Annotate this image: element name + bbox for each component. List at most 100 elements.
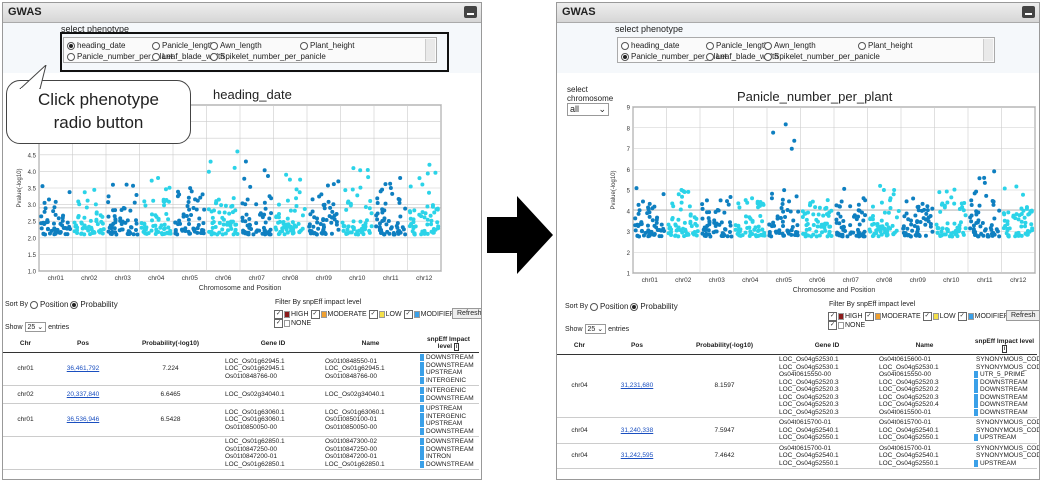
data-point: [177, 218, 182, 223]
checkbox[interactable]: ✓: [828, 312, 837, 321]
column-header-pos[interactable]: Pos: [602, 336, 672, 355]
position-link[interactable]: 20,337,840: [66, 390, 100, 398]
sort-probability-radio[interactable]: Probability: [70, 300, 118, 309]
column-header-prob[interactable]: Probability(-log10): [672, 336, 777, 355]
radio-plant-height[interactable]: Plant_height: [858, 41, 912, 50]
checkbox[interactable]: ✓: [368, 310, 378, 319]
sort-probability-radio[interactable]: Probability: [630, 302, 678, 311]
data-point: [743, 230, 748, 235]
impact-color-bar: [420, 376, 424, 384]
data-point: [52, 205, 57, 210]
checkbox[interactable]: ✓: [310, 310, 320, 319]
scrollbar[interactable]: [425, 39, 435, 61]
checkbox[interactable]: ✓: [922, 312, 932, 321]
position-link[interactable]: 31,231,680: [620, 382, 654, 390]
refresh-button[interactable]: Refresh: [1006, 310, 1039, 321]
impact-filter-modifier[interactable]: ✓ MODIFIER: [957, 312, 1009, 321]
minimize-button[interactable]: [1022, 6, 1035, 18]
refresh-button[interactable]: Refresh: [452, 308, 481, 319]
data-point: [193, 197, 198, 202]
data-point: [407, 209, 412, 214]
column-header-gene[interactable]: Gene ID: [777, 336, 877, 355]
sort-position-radio[interactable]: Position: [589, 302, 628, 311]
data-point: [184, 214, 189, 219]
position-link[interactable]: 36,536,946: [66, 416, 100, 424]
pos-cell: 31,240,338: [602, 417, 672, 444]
radio-awn-length[interactable]: Awn_length: [764, 41, 816, 50]
data-point: [908, 234, 913, 239]
info-icon[interactable]: i: [453, 343, 460, 351]
impact-filter-low[interactable]: ✓ LOW: [922, 312, 956, 321]
chromosome-select[interactable]: all ⌄: [567, 103, 609, 116]
radio-dot: [706, 52, 714, 61]
data-point: [976, 234, 981, 239]
app-title: GWAS: [8, 6, 42, 18]
impact-filter-modifier[interactable]: ✓ MODIFIER: [403, 310, 455, 319]
data-point: [380, 210, 385, 215]
gene-cell: Os04t0615700-01 LOC_Os04g52540.1 LOC_Os04g…: [777, 417, 877, 444]
column-header-chr[interactable]: Chr: [3, 334, 48, 353]
radio-spikelet-number[interactable]: Spikelet_number_per_panicle: [764, 52, 880, 61]
radio-leaf-blade-width[interactable]: Leaf_blade_width: [152, 52, 225, 61]
column-header-name[interactable]: Name: [877, 336, 972, 355]
impact-filter-none[interactable]: ✓ NONE: [828, 321, 866, 330]
data-point: [82, 190, 87, 195]
checkbox[interactable]: ✓: [274, 310, 283, 319]
data-point: [952, 187, 957, 192]
data-point: [666, 222, 671, 227]
column-header-pos[interactable]: Pos: [48, 334, 118, 353]
data-point: [42, 200, 47, 205]
y-tick-label: 1.0: [28, 270, 37, 276]
column-header-impact[interactable]: snpEff Impact level i: [418, 334, 479, 353]
radio-panicle-length[interactable]: Panicle_length: [706, 41, 768, 50]
radio-heading-date[interactable]: heading_date: [621, 41, 680, 50]
entries-select[interactable]: 25 ⌄: [584, 324, 607, 334]
column-header-prob[interactable]: Probability(-log10): [118, 334, 223, 353]
data-point: [324, 217, 329, 222]
column-header-chr[interactable]: Chr: [557, 336, 602, 355]
checkbox[interactable]: ✓: [274, 319, 283, 328]
info-icon[interactable]: i: [1001, 345, 1008, 353]
radio-panicle-number[interactable]: Panicle_number_per_plant: [621, 52, 727, 61]
data-point: [294, 187, 299, 192]
scrollbar[interactable]: [983, 39, 993, 61]
data-point: [857, 222, 862, 227]
radio-panicle-length[interactable]: Panicle_length: [152, 41, 214, 50]
impact-filter-high[interactable]: ✓ HIGH: [828, 312, 863, 321]
data-point: [974, 212, 979, 217]
radio-spikelet-number[interactable]: Spikelet_number_per_panicle: [210, 52, 326, 61]
data-point: [647, 233, 652, 238]
position-link[interactable]: 31,242,595: [620, 452, 654, 459]
checkbox[interactable]: ✓: [957, 312, 967, 321]
radio-leaf-blade-width[interactable]: Leaf_blade_width: [706, 52, 779, 61]
position-link[interactable]: 31,240,338: [620, 426, 654, 434]
impact-filter-moderate[interactable]: ✓ MODERATE: [864, 312, 921, 321]
radio-awn-length[interactable]: Awn_length: [210, 41, 262, 50]
impact-filter-low[interactable]: ✓ LOW: [368, 310, 402, 319]
impact-filter-moderate[interactable]: ✓ MODERATE: [310, 310, 367, 319]
sort-position-radio[interactable]: Position: [29, 300, 68, 309]
column-header-gene[interactable]: Gene ID: [223, 334, 323, 353]
radio-plant-height[interactable]: Plant_height: [300, 41, 354, 50]
x-tick-label: chr05: [182, 275, 199, 282]
data-point: [688, 219, 693, 224]
data-point: [957, 206, 962, 211]
column-header-name[interactable]: Name: [323, 334, 418, 353]
column-header-impact[interactable]: snpEff Impact level i: [972, 336, 1037, 355]
checkbox[interactable]: ✓: [403, 310, 413, 319]
radio-heading-date[interactable]: heading_date: [67, 41, 126, 50]
data-point: [227, 211, 232, 216]
impact-filter-none[interactable]: ✓ NONE: [274, 319, 312, 328]
data-point: [210, 225, 215, 230]
checkbox[interactable]: ✓: [864, 312, 874, 321]
chart-title: heading_date: [213, 87, 292, 102]
data-point: [151, 223, 156, 228]
y-tick-label: 1.5: [28, 253, 37, 259]
impact-filter-high[interactable]: ✓ HIGH: [274, 310, 309, 319]
minimize-button[interactable]: [464, 6, 477, 18]
entries-select[interactable]: 25 ⌄: [24, 322, 47, 332]
data-point: [854, 217, 859, 222]
position-link[interactable]: 36,461,792: [66, 365, 100, 373]
checkbox[interactable]: ✓: [828, 321, 837, 330]
radio-panicle-number[interactable]: Panicle_number_per_plant: [67, 52, 173, 61]
